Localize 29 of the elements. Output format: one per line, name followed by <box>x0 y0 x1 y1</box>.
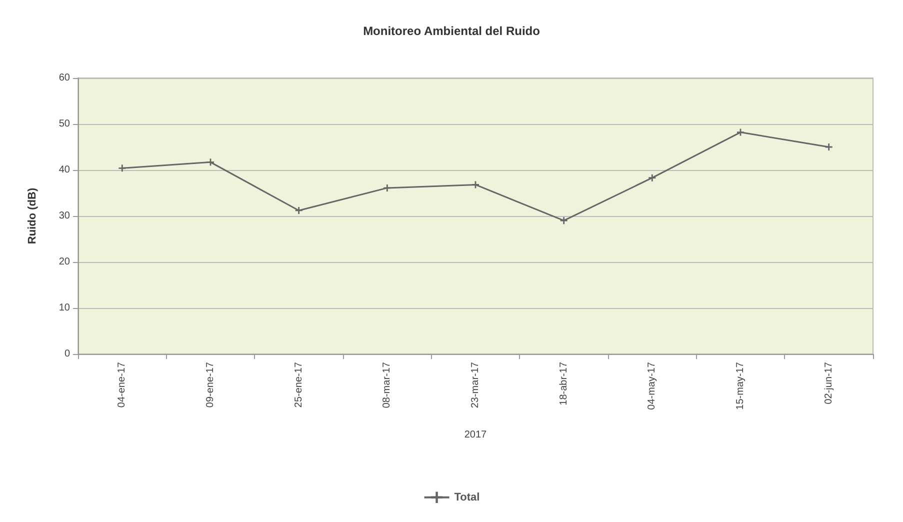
x-tick-label: 08-mar-17 <box>382 362 393 408</box>
y-axis-title: Ruido (dB) <box>26 188 38 244</box>
x-tick-label: 04-ene-17 <box>116 362 128 408</box>
point <box>118 164 126 172</box>
x-tick-label: 23-mar-17 <box>470 362 481 408</box>
y-tick-label: 0 <box>64 348 70 360</box>
x-tick-label: 04-may-17 <box>646 362 658 410</box>
y-tick-label: 50 <box>58 118 70 130</box>
point <box>560 217 568 224</box>
y-tick-label: 10 <box>58 302 70 314</box>
x-axis-title: 2017 <box>464 430 488 440</box>
point <box>737 128 744 136</box>
y-tick-label: 20 <box>58 256 70 268</box>
y-tick-label: 40 <box>58 164 70 176</box>
point <box>295 206 302 214</box>
x-tick-label: 18-abr-17 <box>558 362 570 406</box>
y-tick-label: 60 <box>58 72 70 84</box>
legend-label: Total <box>454 491 480 504</box>
point <box>472 181 479 188</box>
x-tick-label: 25-ene-17 <box>293 362 304 408</box>
chart-title: Monitoreo Ambiental del Ruido <box>363 24 540 38</box>
point <box>207 158 214 166</box>
point <box>384 184 391 192</box>
point <box>825 144 832 150</box>
x-tick-label: 15-may-17 <box>735 362 746 410</box>
y-tick-label: 30 <box>58 210 70 222</box>
x-tick-label: 02-jun-17 <box>823 362 834 404</box>
x-tick-label: 09-ene-17 <box>205 362 216 408</box>
point <box>648 174 656 182</box>
